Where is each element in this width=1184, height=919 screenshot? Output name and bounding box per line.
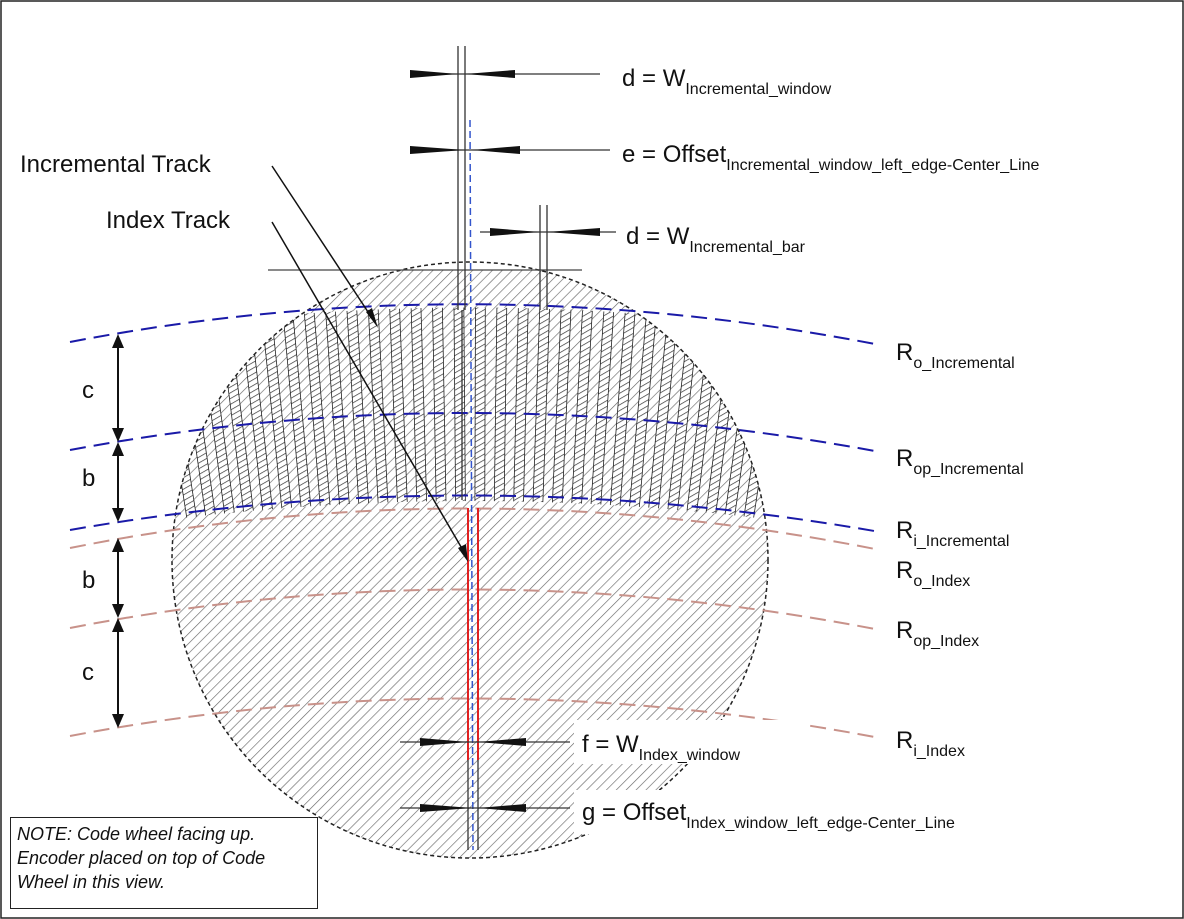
incremental-bar <box>493 307 508 522</box>
dim-vertical-arrows <box>112 334 124 728</box>
incremental-bar <box>569 307 594 522</box>
incremental-bar <box>646 307 681 522</box>
incremental-bar <box>607 307 638 522</box>
incremental-bar <box>258 307 295 522</box>
incremental-bar <box>550 307 573 522</box>
leader-index-track <box>271 221 468 562</box>
incremental-bar <box>453 307 467 522</box>
incremental-bar <box>531 307 551 522</box>
index-window <box>467 508 479 850</box>
incremental-bar <box>280 307 314 522</box>
incremental-bar <box>388 307 409 522</box>
incremental-bar <box>345 307 371 522</box>
dim-f-window <box>400 738 570 746</box>
incremental-bar <box>627 307 659 522</box>
label-index-track: Index Track <box>106 207 231 234</box>
incremental-bar <box>301 307 333 522</box>
wheel-outline <box>171 261 769 859</box>
label-b-bottom: b <box>82 567 95 594</box>
label-g-offset: g = OffsetIndex_window_left_edge-Center_… <box>582 799 955 832</box>
dim-d-bar <box>480 228 616 236</box>
label-incremental-track: Incremental Track <box>20 151 212 178</box>
incremental-bar <box>588 307 616 522</box>
label-r-op-incremental: Rop_Incremental <box>896 445 1024 478</box>
label-r-i-index: Ri_Index <box>896 727 965 760</box>
label-r-o-index: Ro_Index <box>896 557 970 590</box>
incremental-bar <box>512 307 530 522</box>
r-o-index-arc <box>69 507 881 551</box>
incremental-bar <box>366 307 390 522</box>
leader-incremental-track <box>271 165 378 328</box>
label-g-bg <box>574 790 1084 834</box>
label-r-i-incremental: Ri_Incremental <box>896 517 1009 550</box>
incremental-bar <box>474 307 486 522</box>
incremental-bar <box>323 307 352 522</box>
dim-e-offset <box>410 146 610 154</box>
label-d-bar: d = WIncremental_bar <box>626 223 806 256</box>
incremental-bar <box>410 307 428 522</box>
dim-g-offset <box>400 804 570 812</box>
incremental-bar <box>172 307 200 522</box>
center-line <box>469 119 474 851</box>
label-d-window: d = WIncremental_window <box>622 65 832 98</box>
note-box: NOTE: Code wheel facing up. Encoder plac… <box>10 817 318 909</box>
incremental-window-lines <box>457 46 548 500</box>
label-c-top: c <box>82 377 94 404</box>
label-r-o-incremental: Ro_Incremental <box>896 339 1015 372</box>
label-c-bottom: c <box>82 659 94 686</box>
label-f-window: f = WIndex_window <box>582 731 741 764</box>
label-f-bg <box>574 720 804 764</box>
label-e-offset: e = OffsetIncremental_window_left_edge-C… <box>622 141 1039 174</box>
label-r-op-index: Rop_Index <box>896 617 979 650</box>
code-wheel <box>172 262 768 858</box>
incremental-bar <box>431 307 447 522</box>
label-b-top: b <box>82 465 95 492</box>
dim-d-window <box>410 70 600 78</box>
